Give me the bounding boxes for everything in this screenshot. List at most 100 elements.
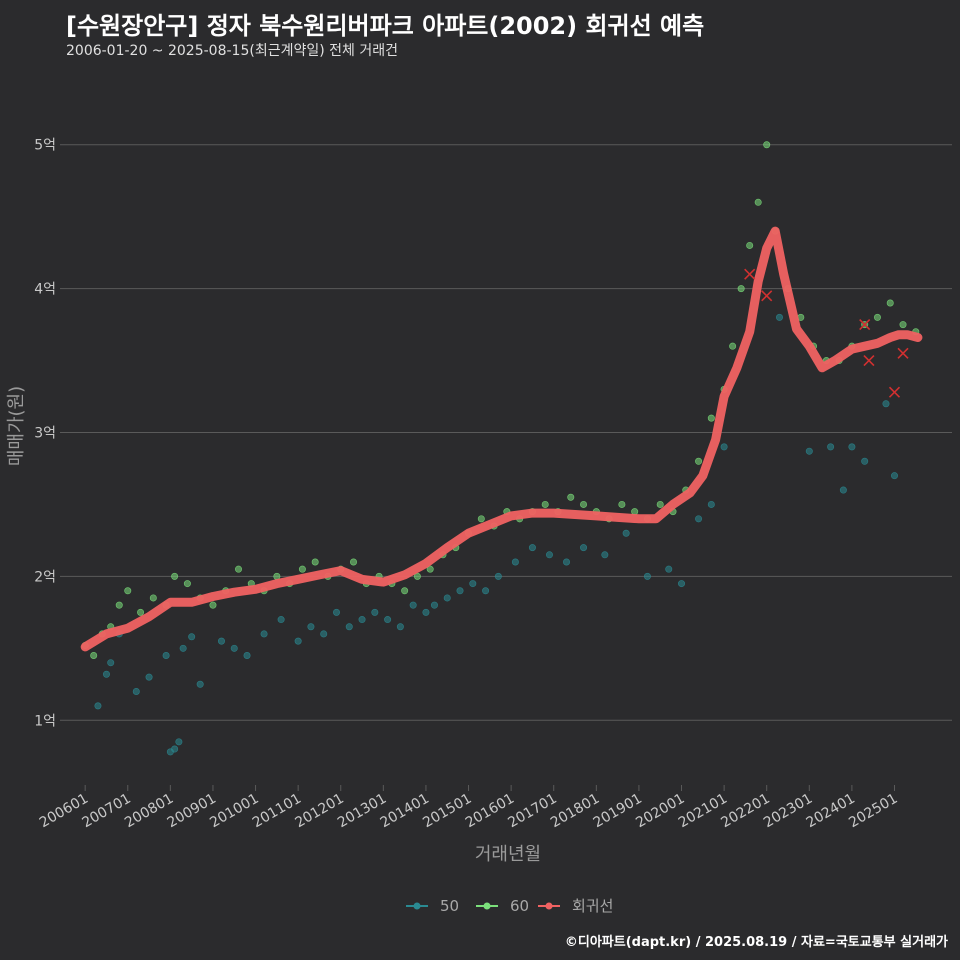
series-60-point-68 <box>899 321 907 329</box>
series-60-point-67 <box>886 299 894 307</box>
series-50-point-43 <box>665 565 673 573</box>
y-tick-label-4: 5억 <box>34 138 56 154</box>
source-caption: ©디아파트(dapt.kr) / 2025.08.19 / 자료=국토교통부 실… <box>564 935 948 950</box>
series-50-point-44 <box>678 580 686 588</box>
series-50-point-20 <box>320 630 328 638</box>
legend-label-2: 회귀선 <box>572 897 613 915</box>
series-50-point-38 <box>563 558 571 566</box>
series-50-point-10 <box>179 644 187 652</box>
series-50-point-6 <box>162 652 170 660</box>
series-50-point-28 <box>422 608 430 616</box>
legend-dot-2 <box>545 902 553 910</box>
series-60-point-57 <box>763 141 771 149</box>
cancelled-mark-4 <box>888 386 901 398</box>
regression-line <box>80 226 923 652</box>
series-50-point-54 <box>882 400 890 408</box>
series-60-point-54 <box>737 285 745 293</box>
series-50-point-4 <box>132 687 140 695</box>
series-50-point-1 <box>102 670 110 678</box>
series-60-point-27 <box>401 587 409 595</box>
cancelled-mark-2 <box>859 319 871 331</box>
y-tick-label-1: 2억 <box>34 569 56 585</box>
series-60-point-4 <box>115 601 123 609</box>
series-50-point-50 <box>827 443 835 451</box>
series-50-point-17 <box>277 616 285 624</box>
series-60-point-51 <box>707 414 715 422</box>
series-60-point-33 <box>477 515 485 523</box>
series-50-point-0 <box>94 702 102 710</box>
cancelled-mark-5 <box>897 347 909 359</box>
y-axis-ticks: 1억 2억 3억 4억 5억 <box>34 138 66 729</box>
series-50-point-46 <box>707 500 715 508</box>
series-60-points <box>81 141 920 660</box>
series-50-point-36 <box>528 544 536 552</box>
series-50-point-39 <box>580 544 588 552</box>
legend-label-0: 50 <box>440 897 459 915</box>
series-60-point-6 <box>137 608 145 616</box>
x-tick-label-19: 202501 <box>846 791 900 832</box>
cancelled-mark-3 <box>863 354 875 367</box>
series-60-point-5 <box>124 587 132 595</box>
y-gridlines <box>66 144 952 721</box>
legend-dot-0 <box>413 902 421 910</box>
series-50-point-41 <box>622 529 630 537</box>
series-60-point-56 <box>754 198 762 206</box>
series-60-point-14 <box>235 565 243 573</box>
series-50-point-23 <box>358 616 366 624</box>
series-60-point-29 <box>426 565 434 573</box>
series-50-point-19 <box>307 623 315 631</box>
series-60-point-1 <box>90 652 98 660</box>
series-50-point-51 <box>839 486 847 494</box>
series-60-point-28 <box>413 572 421 580</box>
series-50-point-35 <box>511 558 519 566</box>
series-50-point-27 <box>409 601 417 609</box>
series-60-point-19 <box>298 565 306 573</box>
series-50-point-48 <box>775 313 783 321</box>
series-60-point-44 <box>618 500 626 508</box>
series-50-point-21 <box>332 608 340 616</box>
series-60-point-9 <box>171 572 179 580</box>
series-60-point-55 <box>746 241 754 249</box>
cancelled-marks <box>744 268 909 398</box>
series-50-point-16 <box>260 630 268 638</box>
series-60-point-20 <box>311 558 319 566</box>
series-50-point-12 <box>196 680 204 688</box>
series-60-point-50 <box>695 457 703 465</box>
series-60-point-23 <box>350 558 358 566</box>
legend-dot-1 <box>483 902 491 910</box>
legend: 50 60 회귀선 <box>406 897 613 915</box>
series-60-point-38 <box>541 500 549 508</box>
series-50-point-47 <box>720 443 728 451</box>
series-50-point-55 <box>890 472 898 480</box>
series-50-point-9 <box>175 738 183 746</box>
series-60-point-47 <box>656 500 664 508</box>
series-50-point-14 <box>230 644 238 652</box>
series-50-point-45 <box>695 515 703 523</box>
legend-label-1: 60 <box>510 897 529 915</box>
series-50-points <box>94 313 898 756</box>
series-50-point-37 <box>545 551 553 559</box>
series-60-point-66 <box>873 313 881 321</box>
x-axis-ticks: 2006012007012008012009012010012011012012… <box>37 785 900 832</box>
series-60-point-41 <box>580 500 588 508</box>
series-50-point-31 <box>456 587 464 595</box>
series-50-point-11 <box>188 633 196 641</box>
series-50-point-25 <box>384 616 392 624</box>
series-50-point-53 <box>861 457 869 465</box>
series-50-point-33 <box>482 587 490 595</box>
series-50-point-52 <box>848 443 856 451</box>
y-tick-label-0: 1억 <box>34 713 56 729</box>
series-50-point-13 <box>217 637 225 645</box>
x-axis-title: 거래년월 <box>475 844 541 865</box>
series-50-point-40 <box>601 551 609 559</box>
chart-title: [수원장안구] 정자 북수원리버파크 아파트(2002) 회귀선 예측 <box>66 12 705 40</box>
regression-line-group <box>80 226 923 652</box>
y-axis-title: 매매가(원) <box>6 386 27 466</box>
series-50-point-24 <box>371 608 379 616</box>
series-50-point-22 <box>345 623 353 631</box>
series-60-point-40 <box>567 493 575 501</box>
series-60-point-12 <box>209 601 217 609</box>
cancelled-mark-0 <box>744 268 756 280</box>
series-50-point-8 <box>171 745 179 753</box>
